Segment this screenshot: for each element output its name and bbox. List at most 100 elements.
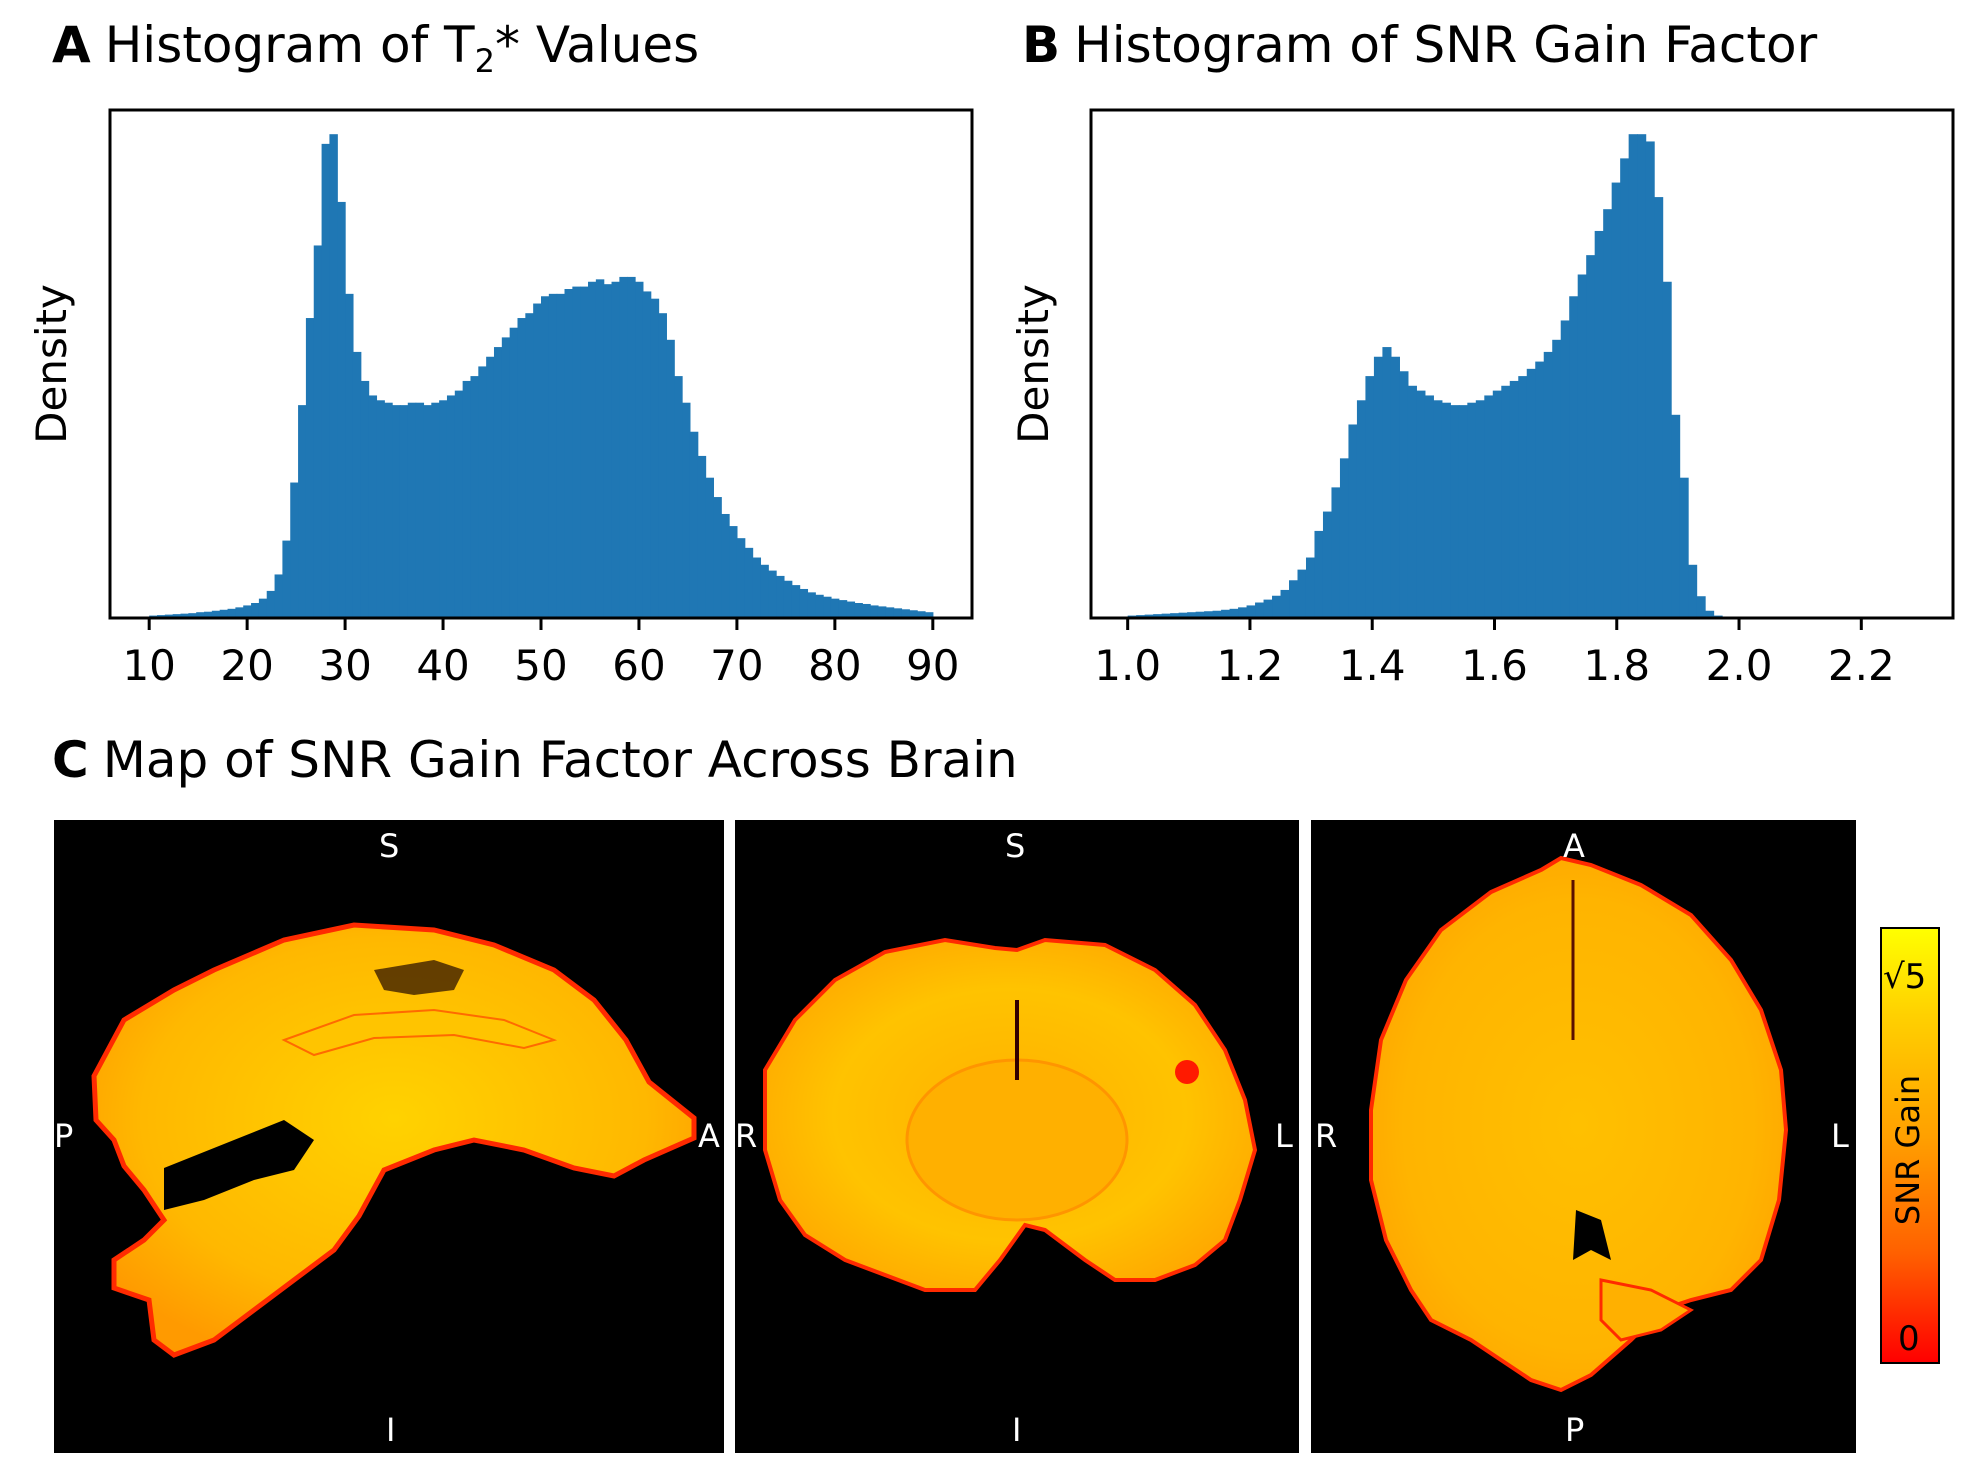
histogram-b-bar-25 (1339, 458, 1350, 618)
histogram-a-bar-88 (838, 600, 848, 618)
histogram-a-bar-79 (768, 570, 777, 618)
histogram-a-bar-33 (407, 402, 417, 618)
histogram-a-bar-40 (462, 380, 472, 618)
histogram-a-bar-49 (533, 303, 542, 618)
histogram-a-xtick-label-1: 20 (220, 641, 273, 690)
histogram-a-bar-93 (877, 606, 887, 618)
histogram-a-bar-9 (219, 609, 229, 618)
histogram-a-bar-4 (180, 613, 189, 618)
panel-letter-c: C (52, 731, 89, 789)
histogram-a-bar-14 (258, 598, 268, 618)
histogram-b-bar-9 (1204, 611, 1214, 618)
histogram-b-bar-41 (1475, 400, 1485, 618)
histogram-a-bar-74 (729, 526, 738, 618)
histogram-a-bar-44 (493, 347, 503, 618)
histogram-a-bar-16 (274, 574, 283, 618)
histogram-a-bar-84 (807, 592, 816, 618)
histogram-b-bar-12 (1229, 608, 1239, 618)
colorbar-label: SNR Gain (1889, 1074, 1927, 1226)
histogram-a-bar-30 (384, 402, 393, 618)
histogram-b-bar-66 (1688, 564, 1698, 618)
histogram-a-bar-85 (815, 594, 824, 618)
histogram-a-bar-76 (744, 547, 754, 618)
histogram-a-bar-27 (360, 380, 370, 618)
histogram-b-bar-15 (1255, 602, 1265, 618)
histogram-a-xtick-label-0: 10 (122, 641, 175, 690)
histogram-b-bar-28 (1365, 376, 1375, 618)
axial-slice (1369, 855, 1789, 1393)
panel-a-title-text: Histogram of T (104, 16, 475, 74)
sagittal-slice (91, 922, 697, 1358)
histogram-a-bar-63 (642, 291, 652, 618)
histogram-b-bar-4 (1161, 613, 1171, 618)
histogram-b-bar-5 (1170, 613, 1180, 618)
histogram-a-bar-20 (305, 318, 315, 618)
histogram-a-bar-78 (760, 564, 769, 618)
brain-view-axial: A P R L (1311, 820, 1856, 1453)
axial-brain-outline (1369, 855, 1789, 1393)
histogram-a-bar-64 (650, 298, 660, 618)
histogram-a-xtick-label-3: 40 (416, 641, 469, 690)
histogram-a-bar-43 (486, 356, 495, 618)
histogram-b-bar-6 (1178, 612, 1188, 618)
histogram-b-bar-29 (1373, 356, 1384, 618)
histogram-a-bar-18 (290, 482, 299, 618)
histogram-a-bar-60 (619, 276, 628, 618)
histogram-b-ylabel: Density (1009, 284, 1058, 444)
histogram-a-xtick-label-4: 50 (514, 641, 567, 690)
histogram-a-bar-46 (509, 327, 519, 618)
histogram-a-bar-28 (368, 395, 378, 618)
histogram-a-bar-69 (689, 431, 699, 618)
histogram-a-bar-7 (204, 611, 213, 618)
histogram-b-bar-37 (1441, 402, 1451, 618)
histogram-b-bar-49 (1543, 351, 1553, 618)
histogram-a-bar-70 (697, 455, 707, 618)
panel-b-title-text: Histogram of SNR Gain Factor (1074, 16, 1818, 74)
histogram-b-bar-39 (1458, 405, 1468, 618)
histogram-b-bar-34 (1416, 390, 1426, 618)
histogram-a-bar-41 (470, 376, 479, 618)
histogram-a-bar-26 (352, 351, 362, 618)
orient-coronal-top: S (1005, 827, 1026, 865)
histogram-a-bar-22 (321, 143, 331, 618)
panel-a-title-subscript: 2 (474, 42, 495, 80)
histogram-b-bar-31 (1390, 356, 1400, 618)
histogram-b-xtick-label-6: 2.2 (1828, 641, 1895, 690)
histogram-b-bar-40 (1467, 402, 1477, 618)
histogram-b-bar-19 (1289, 580, 1299, 618)
histogram-a-ylabel: Density (27, 284, 76, 444)
axial-ventricle (1573, 1210, 1611, 1260)
histogram-a-bar-23 (329, 134, 338, 618)
histogram-a-bar-83 (799, 588, 809, 618)
histogram-b-bar-54 (1586, 255, 1596, 618)
panel-letter-a: A (52, 16, 91, 74)
histogram-a-bar-71 (705, 477, 714, 618)
histogram-b-bar-7 (1187, 612, 1197, 618)
histogram-b-xtick-label-3: 1.6 (1461, 641, 1528, 690)
histogram-a-bar-10 (227, 608, 236, 618)
histogram-a-bar-25 (345, 293, 354, 618)
orient-coronal-bottom: I (1012, 1411, 1022, 1449)
histogram-a-bar-8 (211, 610, 221, 618)
histogram-a-bar-17 (282, 540, 291, 618)
histogram-b-xtick-label-1: 1.2 (1217, 641, 1284, 690)
histogram-a-bar-82 (791, 585, 801, 618)
sagittal-brain-outline (91, 922, 697, 1358)
histogram-a-bar-52 (556, 293, 566, 618)
histogram-a-bar-29 (376, 400, 385, 618)
histogram-b-bar-59 (1628, 134, 1638, 618)
colorbar-min-label: 0 (1898, 1319, 1920, 1359)
orient-axial-bottom: P (1565, 1411, 1585, 1449)
histogram-a-bar-98 (917, 611, 926, 618)
histogram-b-bar-14 (1246, 605, 1256, 618)
histogram-a-bar-80 (776, 575, 785, 618)
histogram-a-xtick-label-8: 90 (906, 641, 959, 690)
histogram-a-bar-31 (392, 405, 401, 618)
histogram-b-bar-18 (1280, 589, 1290, 618)
orient-sagittal-left: P (54, 1117, 74, 1155)
histogram-a-bar-72 (713, 497, 722, 618)
histogram-a-bar-47 (517, 318, 526, 618)
histogram-b-xtick-label-4: 1.8 (1583, 641, 1650, 690)
histogram-b-bar-10 (1212, 610, 1222, 618)
histogram-b-bar-17 (1272, 595, 1282, 618)
